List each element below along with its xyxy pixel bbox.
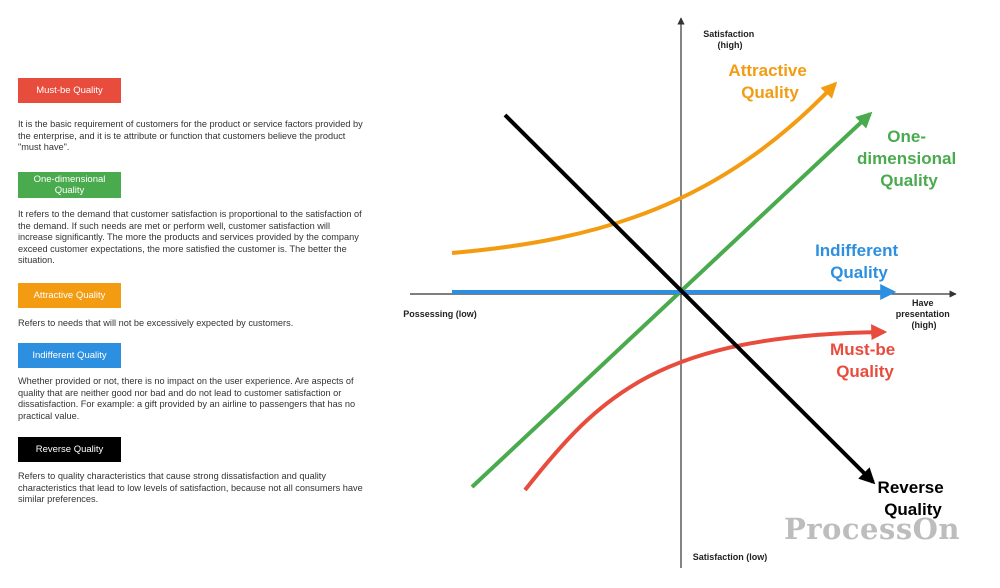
reverse-quality-label: Reverse Quality xyxy=(878,478,949,519)
one-dimensional-quality-description: It refers to the demand that customer sa… xyxy=(18,209,362,266)
must-be-quality-description: It is the basic requirement of customers… xyxy=(18,119,363,153)
x-axis-high-label: Have presentation (high) xyxy=(896,298,953,330)
must-be-quality-curve xyxy=(523,324,888,492)
processon-watermark: ProcessOn xyxy=(783,512,960,546)
one-dimensional-quality-label: One- dimensional Quality xyxy=(857,127,961,190)
x-axis-low-label: Possessing (low) xyxy=(403,309,477,319)
indifferent-quality-label: Indifferent Quality xyxy=(815,241,903,282)
reverse-quality-description: Refers to quality characteristics that c… xyxy=(18,471,363,505)
reverse-quality-tag: Reverse Quality xyxy=(18,437,121,462)
attractive-quality-tag: Attractive Quality xyxy=(18,283,121,308)
attractive-quality-description: Refers to needs that will not be excessi… xyxy=(18,318,294,328)
attractive-quality-curve xyxy=(451,81,838,255)
must-be-quality-label: Must-be Quality xyxy=(830,340,900,381)
attractive-quality-label: Attractive Quality xyxy=(728,61,811,102)
indifferent-quality-description: Whether provided or not, there is no imp… xyxy=(18,376,356,421)
y-axis-high-label: Satisfaction (high) xyxy=(703,29,757,50)
y-axis-low-label: Satisfaction (low) xyxy=(693,552,768,562)
one-dimensional-quality-line xyxy=(470,111,873,489)
indifferent-quality-tag: Indifferent Quality xyxy=(18,343,121,368)
one-dimensional-quality-tag: One-dimensional Quality xyxy=(18,172,121,198)
legend-panel: Must-be Quality It is the basic requirem… xyxy=(0,0,380,588)
must-be-quality-tag: Must-be Quality xyxy=(18,78,121,103)
reverse-quality-line xyxy=(503,113,876,485)
